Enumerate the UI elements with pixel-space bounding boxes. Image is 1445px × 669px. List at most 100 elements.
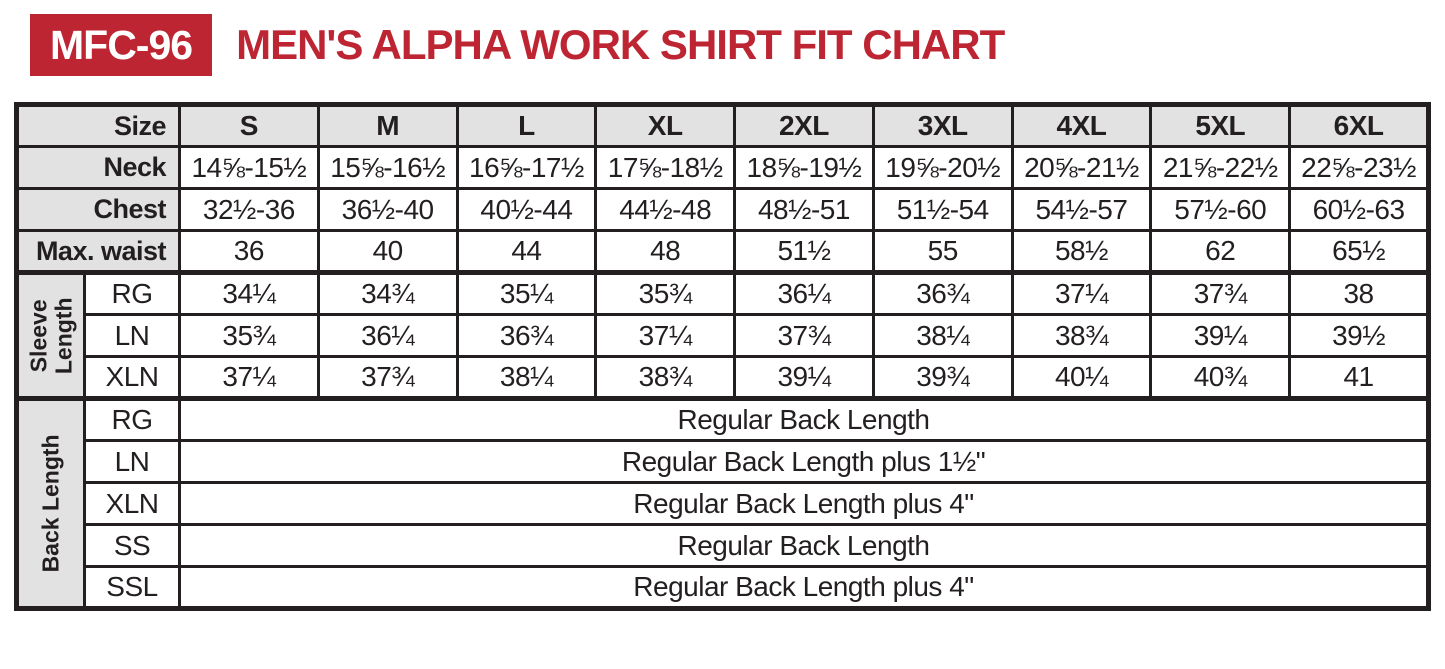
back-rg-row: Back Length RG Regular Back Length bbox=[15, 396, 1430, 610]
sleeve-xln-value-cell: 38¼ bbox=[455, 355, 598, 400]
sleeve-ln-value-cell: 39¼ bbox=[1149, 313, 1292, 358]
max-waist-value-cell: 48 bbox=[594, 229, 737, 274]
back-xln-value: Regular Back Length plus 4" bbox=[178, 481, 1430, 526]
size-header-row: Size S M L XL 2XL 3XL 4XL 5XL 6XL bbox=[15, 103, 1430, 148]
sleeve-length-group-cell: Sleeve Length bbox=[15, 270, 86, 400]
neck-value-cell: 15⅝-16½ bbox=[316, 145, 459, 190]
size-column-header: 6XL bbox=[1288, 103, 1430, 148]
sleeve-rg-value-cell: 34¼ bbox=[178, 270, 320, 316]
neck-row: Neck 14⅝-15½ 15⅝-16½ 16⅝-17½ 17⅝-18½ 18⅝-19½… bbox=[15, 145, 1430, 190]
sleeve-xln-value-cell: 37¼ bbox=[178, 355, 320, 400]
max-waist-row: Max. waist 36 40 44 48 51½ 55 58½ 62 65½ bbox=[15, 229, 1430, 274]
back-ln-label: LN bbox=[83, 439, 181, 484]
sleeve-rg-label: RG bbox=[83, 270, 181, 316]
size-column-header: 2XL bbox=[733, 103, 875, 148]
neck-value-cell: 17⅝-18½ bbox=[594, 145, 737, 190]
sleeve-xln-value-cell: 37¾ bbox=[316, 355, 459, 400]
sleeve-xln-value-cell: 39¾ bbox=[871, 355, 1014, 400]
sleeve-ln-value-cell: 38¾ bbox=[1010, 313, 1153, 358]
chest-value-cell: 32½-36 bbox=[178, 187, 320, 232]
back-rg-value: Regular Back Length bbox=[178, 396, 1430, 442]
neck-value-cell: 22⅝-23½ bbox=[1288, 145, 1430, 190]
back-ss-row: SS Regular Back Length bbox=[17, 523, 1430, 568]
back-ss-label: SS bbox=[83, 523, 181, 568]
sleeve-xln-value-cell: 39¼ bbox=[733, 355, 875, 400]
sleeve-ln-value-cell: 37¾ bbox=[733, 313, 875, 358]
back-ssl-value: Regular Back Length plus 4" bbox=[178, 565, 1430, 610]
sleeve-rg-value-cell: 37¾ bbox=[1149, 270, 1292, 316]
size-column-header: 4XL bbox=[1010, 103, 1153, 148]
sleeve-rg-value-cell: 36¾ bbox=[871, 270, 1014, 316]
sleeve-ln-value-cell: 39½ bbox=[1288, 313, 1430, 358]
back-length-label: Back Length bbox=[37, 434, 64, 573]
max-waist-value-cell: 55 bbox=[871, 229, 1014, 274]
back-rg-label: RG bbox=[83, 396, 181, 442]
page-header: MFC-96 MEN'S ALPHA WORK SHIRT FIT CHART bbox=[0, 0, 1445, 76]
max-waist-value-cell: 51½ bbox=[733, 229, 875, 274]
sleeve-ln-value-cell: 36¼ bbox=[316, 313, 459, 358]
sleeve-rg-value-cell: 35¼ bbox=[455, 270, 598, 316]
sleeve-xln-value-cell: 41 bbox=[1288, 355, 1430, 400]
neck-value-cell: 19⅝-20½ bbox=[871, 145, 1014, 190]
sleeve-ln-value-cell: 35¾ bbox=[178, 313, 320, 358]
sleeve-xln-row: XLN 37¼ 37¾ 38¼ 38¾ 39¼ 39¾ 40¼ 40¾ 41 bbox=[17, 355, 1430, 400]
max-waist-value-cell: 65½ bbox=[1288, 229, 1430, 274]
sleeve-rg-value-cell: 38 bbox=[1288, 270, 1430, 316]
back-ssl-label: SSL bbox=[83, 565, 181, 610]
fit-chart-table: Size S M L XL 2XL 3XL 4XL 5XL 6XL Neck 14⅝-15½ 15… bbox=[14, 102, 1431, 611]
neck-value-cell: 21⅝-22½ bbox=[1149, 145, 1292, 190]
chest-value-cell: 36½-40 bbox=[316, 187, 459, 232]
sleeve-rg-value-cell: 37¼ bbox=[1010, 270, 1153, 316]
neck-value-cell: 16⅝-17½ bbox=[455, 145, 598, 190]
sleeve-rg-value-cell: 36¼ bbox=[733, 270, 875, 316]
size-column-header: L bbox=[455, 103, 598, 148]
chest-value-cell: 40½-44 bbox=[455, 187, 598, 232]
size-column-header: 5XL bbox=[1149, 103, 1292, 148]
sleeve-xln-value-cell: 40¼ bbox=[1010, 355, 1153, 400]
page-title: MEN'S ALPHA WORK SHIRT FIT CHART bbox=[236, 21, 1005, 68]
max-waist-row-label: Max. waist bbox=[15, 229, 181, 274]
max-waist-value-cell: 36 bbox=[178, 229, 320, 274]
sleeve-ln-value-cell: 37¼ bbox=[594, 313, 737, 358]
size-column-header: S bbox=[178, 103, 320, 148]
neck-value-cell: 18⅝-19½ bbox=[733, 145, 875, 190]
back-length-vertical-wrap: Back Length bbox=[20, 404, 82, 606]
back-length-group-cell: Back Length bbox=[15, 396, 86, 610]
chest-value-cell: 51½-54 bbox=[871, 187, 1014, 232]
chest-value-cell: 54½-57 bbox=[1010, 187, 1153, 232]
sleeve-ln-value-cell: 38¼ bbox=[871, 313, 1014, 358]
chest-value-cell: 60½-63 bbox=[1288, 187, 1430, 232]
sleeve-ln-row: LN 35¾ 36¼ 36¾ 37¼ 37¾ 38¼ 38¾ 39¼ 39½ bbox=[17, 313, 1430, 358]
back-ss-value: Regular Back Length bbox=[178, 523, 1430, 568]
size-column-header: 3XL bbox=[871, 103, 1014, 148]
sleeve-rg-row: Sleeve Length RG 34¼ 34¾ 35¼ 35¾ 36¼ 36¾ 37¼ 37… bbox=[15, 270, 1430, 400]
chest-value-cell: 48½-51 bbox=[733, 187, 875, 232]
sleeve-rg-value-cell: 35¾ bbox=[594, 270, 737, 316]
back-ssl-row: SSL Regular Back Length plus 4" bbox=[17, 565, 1430, 610]
neck-value-cell: 14⅝-15½ bbox=[178, 145, 320, 190]
max-waist-value-cell: 40 bbox=[316, 229, 459, 274]
chest-row-label: Chest bbox=[15, 187, 181, 232]
sleeve-ln-label: LN bbox=[83, 313, 181, 358]
sleeve-xln-label: XLN bbox=[83, 355, 181, 400]
sleeve-length-vertical-wrap: Sleeve Length bbox=[20, 278, 82, 396]
chest-value-cell: 57½-60 bbox=[1149, 187, 1292, 232]
product-code-badge: MFC-96 bbox=[30, 14, 213, 76]
back-xln-row: XLN Regular Back Length plus 4" bbox=[17, 481, 1430, 526]
size-row-label: Size bbox=[15, 103, 181, 148]
max-waist-value-cell: 58½ bbox=[1010, 229, 1153, 274]
sleeve-length-label: Sleeve Length bbox=[25, 297, 77, 374]
neck-row-label: Neck bbox=[15, 145, 181, 190]
back-ln-row: LN Regular Back Length plus 1½" bbox=[17, 439, 1430, 484]
chest-value-cell: 44½-48 bbox=[594, 187, 737, 232]
max-waist-value-cell: 44 bbox=[455, 229, 598, 274]
sleeve-xln-value-cell: 40¾ bbox=[1149, 355, 1292, 400]
size-column-header: M bbox=[316, 103, 459, 148]
sleeve-ln-value-cell: 36¾ bbox=[455, 313, 598, 358]
max-waist-value-cell: 62 bbox=[1149, 229, 1292, 274]
neck-value-cell: 20⅝-21½ bbox=[1010, 145, 1153, 190]
back-ln-value: Regular Back Length plus 1½" bbox=[178, 439, 1430, 484]
size-column-header: XL bbox=[594, 103, 737, 148]
back-xln-label: XLN bbox=[83, 481, 181, 526]
